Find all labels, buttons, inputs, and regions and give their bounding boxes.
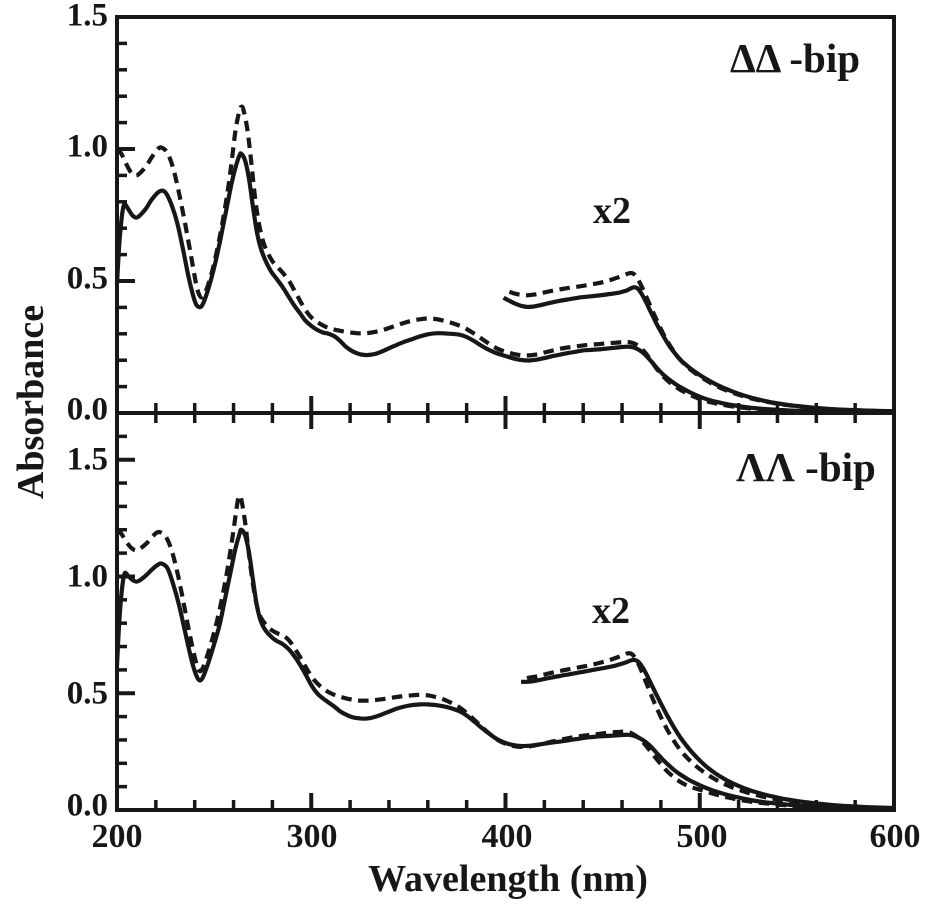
bottom-x2-annotation: x2 (592, 590, 630, 632)
xtick-500: 500 (676, 818, 728, 855)
top-ytick-1_0: 1.0 (66, 128, 108, 165)
xtick-600: 600 (869, 818, 921, 855)
top-solid-spectrum-curve (114, 151, 895, 415)
top-ytick-0_0: 0.0 (66, 391, 108, 428)
x-axis-title: Wavelength (nm) (368, 858, 648, 900)
bottom-dashed-spectrum-x2-curve (526, 651, 895, 811)
bottom-ytick-1_5: 1.5 (66, 441, 108, 478)
bottom-dashed-spectrum-curve (115, 493, 895, 812)
xtick-300: 300 (286, 818, 338, 855)
top-x2-annotation: x2 (593, 190, 631, 232)
top-ytick-0_5: 0.5 (66, 260, 108, 297)
xtick-400: 400 (481, 818, 533, 855)
top-ytick-1_5: 1.5 (66, 0, 108, 34)
bottom-ytick-0_5: 0.5 (66, 675, 108, 712)
top-panel-title: ΔΔ -bip (729, 35, 861, 81)
bottom-ytick-1_0: 1.0 (66, 558, 108, 595)
top-dashed-spectrum-curve (115, 104, 894, 415)
bottom-ytick-0_0: 0.0 (66, 787, 108, 824)
y-axis-title: Absorbance (10, 304, 52, 500)
xtick-200: 200 (91, 818, 143, 855)
top-solid-spectrum-x2-curve (502, 285, 895, 414)
bottom-solid-spectrum-curve (114, 527, 895, 812)
bottom-panel-title: ΛΛ -bip (736, 444, 876, 490)
top-dashed-spectrum-x2-curve (508, 270, 895, 414)
bottom-solid-spectrum-x2-curve (520, 657, 895, 810)
